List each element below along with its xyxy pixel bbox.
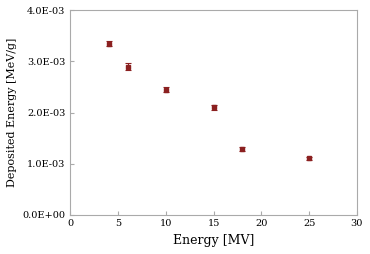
Y-axis label: Deposited Energy [MeV/g]: Deposited Energy [MeV/g] (7, 38, 17, 187)
X-axis label: Energy [MV]: Energy [MV] (173, 234, 254, 247)
